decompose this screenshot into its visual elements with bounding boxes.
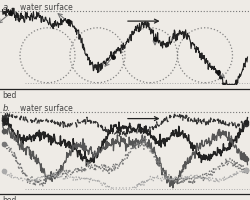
Text: b.: b. — [2, 103, 10, 112]
Text: water surface: water surface — [20, 3, 73, 12]
Text: a.: a. — [2, 3, 10, 12]
Text: bed: bed — [2, 195, 17, 200]
Text: bed: bed — [2, 91, 17, 100]
Text: water surface: water surface — [20, 103, 73, 112]
